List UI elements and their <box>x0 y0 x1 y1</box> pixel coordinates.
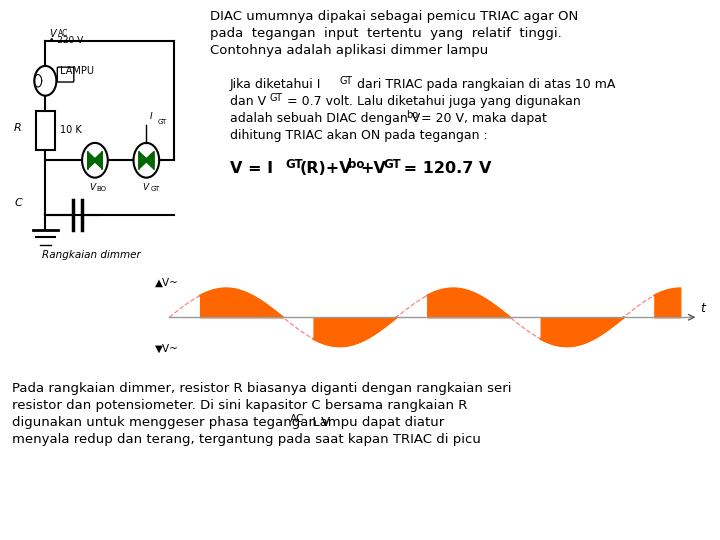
Text: . Lampu dapat diatur: . Lampu dapat diatur <box>304 416 444 429</box>
Text: (R)+V: (R)+V <box>300 161 353 176</box>
Text: dan V: dan V <box>230 95 266 108</box>
Text: GT: GT <box>151 186 161 192</box>
Text: BO: BO <box>96 186 107 192</box>
Text: dihitung TRIAC akan ON pada tegangan :: dihitung TRIAC akan ON pada tegangan : <box>230 129 487 142</box>
Text: pada  tegangan  input  tertentu  yang  relatif  tinggi.: pada tegangan input tertentu yang relati… <box>210 27 562 40</box>
Text: AC: AC <box>58 29 68 38</box>
Text: Jika diketahui I: Jika diketahui I <box>230 78 321 91</box>
Text: V: V <box>143 183 149 192</box>
Text: • 220 V: • 220 V <box>49 36 84 45</box>
Text: = 120.7 V: = 120.7 V <box>398 161 491 176</box>
Text: Rangkaian dimmer: Rangkaian dimmer <box>42 249 140 260</box>
Text: GT: GT <box>285 158 302 171</box>
Text: adalah sebuah DIAC dengan V: adalah sebuah DIAC dengan V <box>230 112 420 125</box>
Polygon shape <box>139 152 148 169</box>
Text: Pada rangkaian dimmer, resistor R biasanya diganti dengan rangkaian seri: Pada rangkaian dimmer, resistor R biasan… <box>12 382 511 395</box>
Text: R: R <box>14 123 22 133</box>
Text: dari TRIAC pada rangkaian di atas 10 mA: dari TRIAC pada rangkaian di atas 10 mA <box>353 78 616 91</box>
Polygon shape <box>145 152 153 169</box>
Text: ▼V~: ▼V~ <box>155 343 179 353</box>
Text: digunakan untuk menggeser phasa tegangan V: digunakan untuk menggeser phasa tegangan… <box>12 416 330 429</box>
Text: V: V <box>49 29 55 39</box>
Polygon shape <box>88 152 96 169</box>
Text: C: C <box>14 198 22 207</box>
Text: t: t <box>700 302 705 315</box>
Text: V = I: V = I <box>230 161 273 176</box>
Text: LAMPU: LAMPU <box>60 66 94 76</box>
Text: Contohnya adalah aplikasi dimmer lampu: Contohnya adalah aplikasi dimmer lampu <box>210 44 488 57</box>
Text: GT: GT <box>158 119 167 125</box>
Text: GT: GT <box>383 158 400 171</box>
Text: bo: bo <box>348 158 364 171</box>
Text: I: I <box>150 112 153 120</box>
Text: DIAC umumnya dipakai sebagai pemicu TRIAC agar ON: DIAC umumnya dipakai sebagai pemicu TRIA… <box>210 10 578 23</box>
Text: bo: bo <box>406 110 418 120</box>
Polygon shape <box>93 152 102 169</box>
Text: = 0.7 volt. Lalu diketahui juga yang digunakan: = 0.7 volt. Lalu diketahui juga yang dig… <box>283 95 581 108</box>
Text: +V: +V <box>360 161 386 176</box>
Text: ▲V~: ▲V~ <box>155 278 179 287</box>
Text: AC: AC <box>290 415 305 424</box>
Text: GT: GT <box>340 76 353 86</box>
Text: menyala redup dan terang, tergantung pada saat kapan TRIAC di picu: menyala redup dan terang, tergantung pad… <box>12 433 481 446</box>
Text: 10 K: 10 K <box>60 125 82 136</box>
Text: resistor dan potensiometer. Di sini kapasitor C bersama rangkaian R: resistor dan potensiometer. Di sini kapa… <box>12 399 467 412</box>
Bar <box>36 111 55 150</box>
Text: GT: GT <box>269 93 282 103</box>
Text: = 20 V, maka dapat: = 20 V, maka dapat <box>417 112 547 125</box>
Text: V: V <box>89 183 96 192</box>
